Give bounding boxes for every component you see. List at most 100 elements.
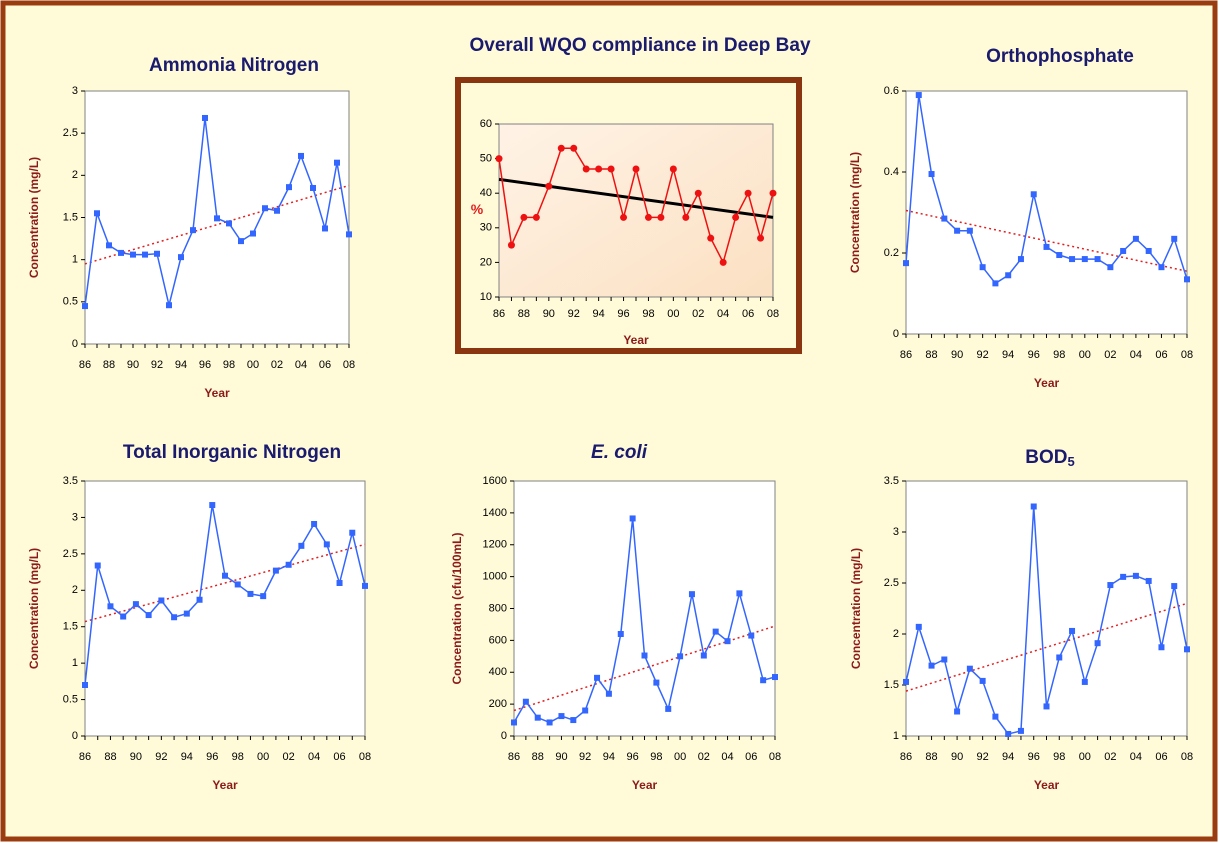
y-axis-label: Concentration (mg/L)	[27, 548, 41, 669]
point	[1056, 654, 1063, 661]
point	[1158, 644, 1165, 651]
y-tick-label: 0	[72, 730, 78, 742]
point	[736, 590, 743, 597]
point	[682, 213, 690, 221]
point	[107, 603, 114, 610]
plot-area	[513, 480, 776, 737]
chart-title: Overall WQO compliance in Deep Bay	[469, 35, 810, 56]
y-tick-label: 1200	[483, 539, 507, 551]
trend-line	[905, 602, 1188, 692]
trend-line	[513, 625, 776, 712]
point	[732, 213, 740, 221]
point	[190, 227, 196, 234]
x-tick-label: 96	[206, 751, 218, 763]
chart-title: Total Inorganic Nitrogen	[123, 442, 341, 463]
point	[992, 280, 999, 287]
y-tick-label: 1.5	[63, 211, 78, 223]
trend-line	[84, 543, 366, 623]
point	[1069, 256, 1076, 263]
x-tick-label: 90	[543, 308, 555, 320]
y-tick-label: 50	[480, 153, 492, 165]
x-tick-label: 96	[627, 751, 639, 763]
y-tick-label: 2.5	[63, 548, 78, 560]
point	[1184, 276, 1190, 283]
point	[82, 303, 88, 310]
point	[665, 705, 672, 712]
x-tick-label: 00	[257, 751, 269, 763]
y-tick-label: 1.5	[63, 621, 78, 633]
x-tick-label: 08	[343, 359, 355, 371]
point	[772, 674, 778, 681]
x-tick-label: 94	[1002, 349, 1014, 361]
trend-line	[84, 184, 350, 265]
chart-title: E. coli	[591, 442, 648, 463]
point	[1171, 235, 1178, 242]
x-tick-label: 02	[692, 308, 704, 320]
point	[632, 165, 640, 173]
point	[1171, 583, 1178, 590]
title-main: BOD	[1025, 447, 1067, 468]
point	[605, 690, 612, 697]
point	[1094, 640, 1101, 647]
x-tick-label: 98	[1053, 751, 1065, 763]
x-axis-label: Year	[623, 333, 649, 347]
point	[1132, 572, 1139, 579]
point	[183, 610, 190, 617]
point	[247, 590, 254, 597]
x-tick-label: 96	[1028, 349, 1040, 361]
x-tick-label: 86	[900, 349, 912, 361]
point	[724, 638, 731, 645]
point	[120, 613, 127, 620]
point	[757, 234, 765, 242]
plot-area	[905, 90, 1188, 335]
point	[286, 184, 292, 191]
y-axis-label: Concentration (cfu/100mL)	[450, 532, 464, 684]
x-tick-label: 02	[283, 751, 295, 763]
point	[915, 623, 922, 630]
x-tick-label: 94	[181, 751, 193, 763]
x-axis-label: Year	[212, 778, 238, 792]
x-tick-label: 00	[1079, 751, 1091, 763]
point	[941, 215, 948, 222]
x-tick-label: 92	[579, 751, 591, 763]
point	[979, 264, 986, 271]
y-axis-label: Concentration (mg/L)	[27, 157, 41, 278]
point	[349, 529, 356, 536]
point	[1005, 272, 1012, 279]
point	[992, 713, 999, 720]
point	[1145, 577, 1152, 584]
point	[903, 260, 909, 267]
y-tick-label: 1.5	[884, 679, 899, 691]
point	[954, 227, 961, 234]
point	[607, 165, 615, 173]
point	[94, 562, 101, 569]
point	[171, 614, 178, 621]
point	[644, 213, 652, 221]
y-tick-label: 3	[72, 85, 78, 97]
x-tick-label: 04	[1130, 349, 1142, 361]
x-axis-label: Year	[1034, 376, 1060, 390]
x-tick-label: 04	[717, 308, 729, 320]
point	[322, 225, 328, 232]
y-tick-label: 0.4	[884, 166, 899, 178]
point	[274, 207, 280, 214]
point	[82, 682, 88, 688]
x-tick-label: 06	[1155, 349, 1167, 361]
y-tick-label: 600	[489, 634, 507, 646]
x-tick-label: 92	[151, 359, 163, 371]
y-tick-label: 0.2	[884, 247, 899, 259]
x-axis-label: Year	[632, 778, 658, 792]
y-tick-label: 0	[501, 730, 507, 742]
point	[669, 165, 677, 173]
x-tick-label: 98	[650, 751, 662, 763]
point	[700, 652, 707, 659]
point	[534, 714, 541, 721]
point	[1120, 573, 1127, 580]
point	[1056, 252, 1063, 259]
x-tick-label: 88	[925, 349, 937, 361]
x-tick-label: 02	[1104, 751, 1116, 763]
y-tick-label: 1	[72, 657, 78, 669]
point	[928, 662, 935, 669]
point	[617, 631, 624, 637]
